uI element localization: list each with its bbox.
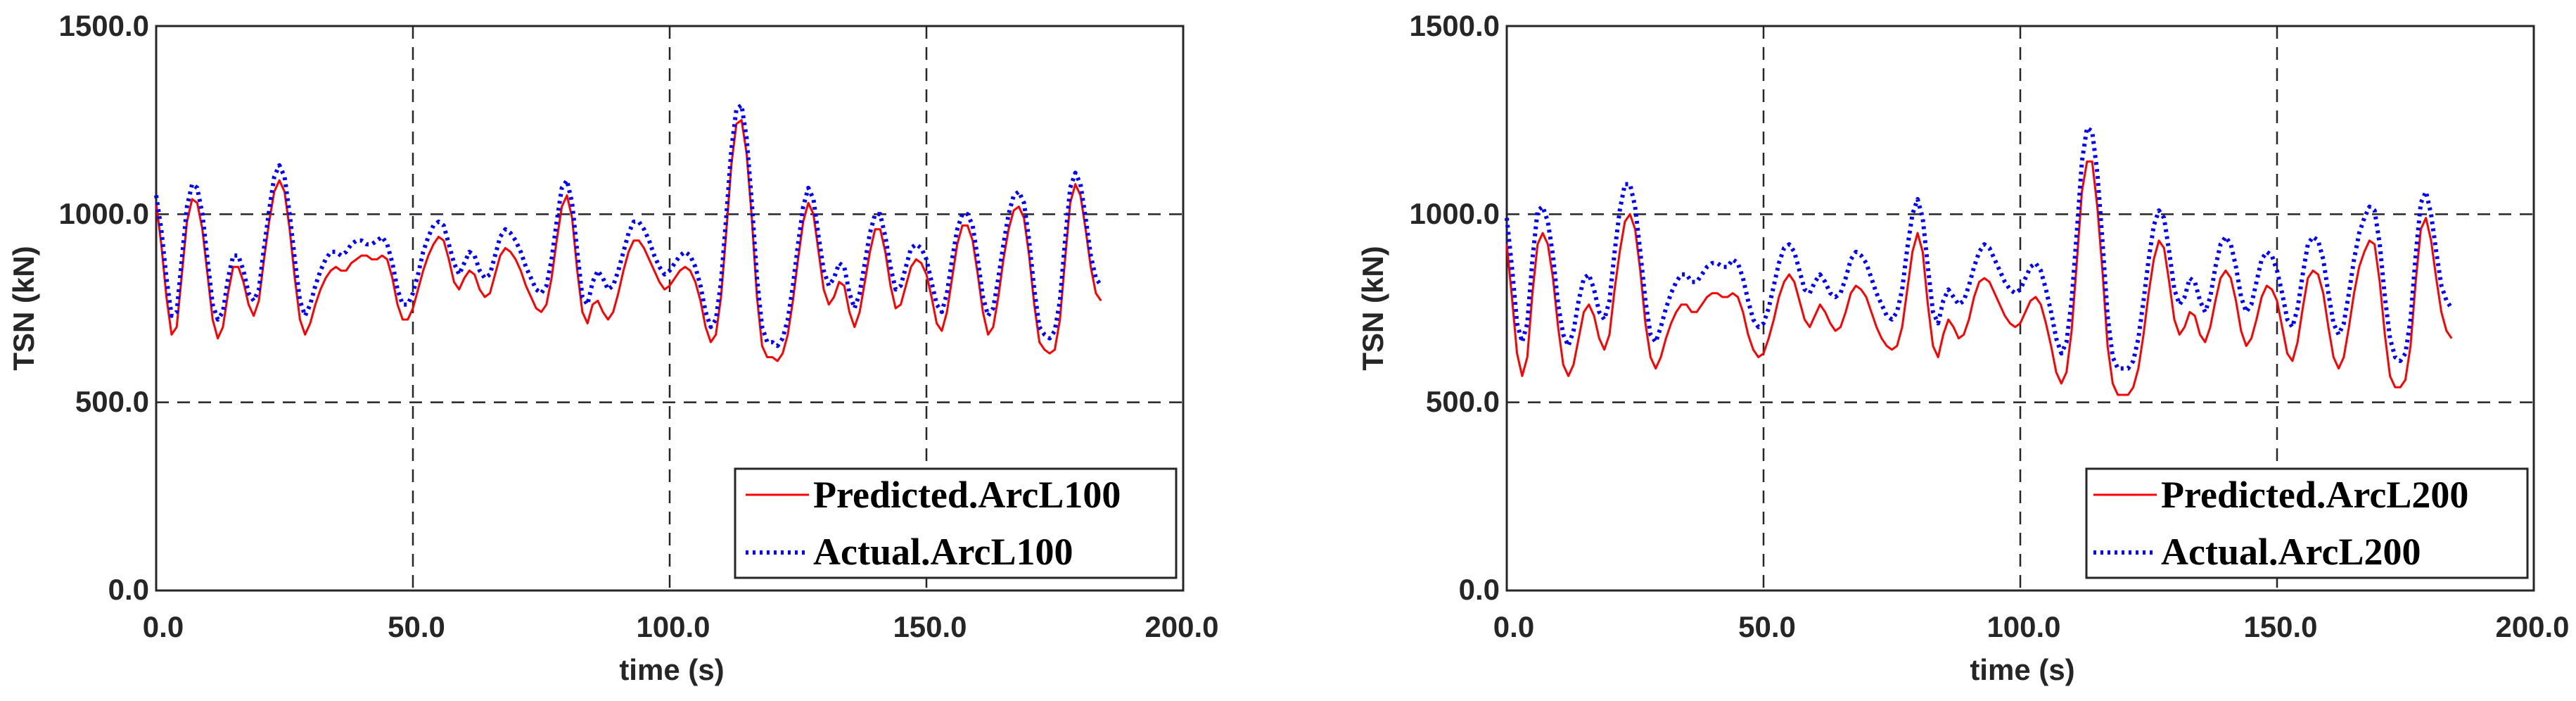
y-tick-label: 1000.0 <box>59 197 149 230</box>
x-tick-label: 150.0 <box>893 610 967 643</box>
legend: Predicted.ArcL200 Actual.ArcL200 <box>2085 467 2529 579</box>
y-tick-label: 0.0 <box>1459 573 1500 606</box>
x-tick-label: 0.0 <box>1493 610 1534 643</box>
legend-box <box>734 467 1178 579</box>
y-tick-label: 1500.0 <box>1410 9 1500 42</box>
x-tick-label: 150.0 <box>2243 610 2317 643</box>
x-tick-label: 50.0 <box>388 610 445 643</box>
legend-label-predicted: Predicted.ArcL200 <box>2161 474 2468 516</box>
x-axis-label: time (s) <box>619 653 724 686</box>
legend: Predicted.ArcL100 Actual.ArcL100 <box>734 467 1178 579</box>
legend-label-actual: Actual.ArcL100 <box>813 531 1073 573</box>
y-tick-label: 500.0 <box>75 385 149 418</box>
x-tick-label: 50.0 <box>1738 610 1796 643</box>
legend-box <box>2085 467 2529 579</box>
x-tick-label: 0.0 <box>143 610 184 643</box>
series-line-actual <box>154 103 1103 348</box>
x-tick-label: 200.0 <box>2495 610 2569 643</box>
y-tick-label: 500.0 <box>1426 385 1500 418</box>
y-tick-label: 0.0 <box>108 573 149 606</box>
series-group <box>154 103 1103 362</box>
chart-right: 0.0 500.0 1000.0 1500.0 0.0 50.0 100.0 1… <box>1356 9 2570 686</box>
x-tick-label: 100.0 <box>636 610 710 643</box>
legend-label-actual: Actual.ArcL200 <box>2161 531 2421 573</box>
legend-label-predicted: Predicted.ArcL100 <box>813 474 1121 516</box>
x-tick-label: 100.0 <box>1987 610 2060 643</box>
y-axis-label: TSN (kN) <box>1356 246 1389 370</box>
series-line-predicted <box>1505 160 2453 396</box>
x-tick-label: 200.0 <box>1144 610 1218 643</box>
y-tick-label: 1000.0 <box>1410 197 1500 230</box>
x-axis-label: time (s) <box>1970 653 2074 686</box>
series-group <box>1505 125 2454 396</box>
series-line-predicted <box>155 119 1102 362</box>
y-tick-label: 1500.0 <box>59 9 149 42</box>
y-axis-label: TSN (kN) <box>7 246 40 370</box>
chart-left: 0.0 500.0 1000.0 1500.0 0.0 50.0 100.0 1… <box>7 9 1219 686</box>
